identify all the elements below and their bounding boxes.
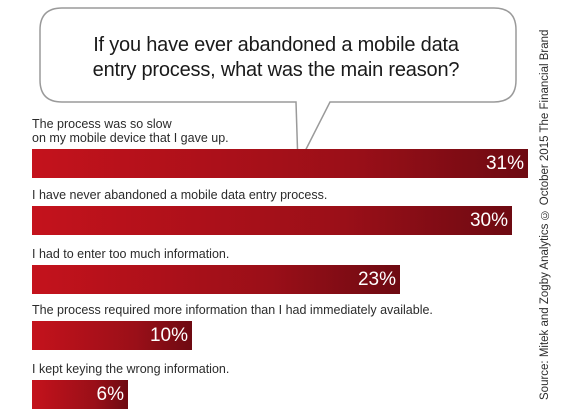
bar-label-5-line-1: I kept keying the wrong information. [32,362,230,376]
bar-5: 6% [32,380,128,409]
bar-label-2-line-1: I have never abandoned a mobile data ent… [32,188,328,202]
chart-title-line-2: entry process, what was the main reason? [92,59,460,81]
chart-title: If you have ever abandoned a mobile data… [58,33,494,83]
speech-bubble-outline [39,7,517,166]
bar-1: 31% [32,149,528,178]
bar-label-1-line-2: on my mobile device that I gave up. [32,131,229,145]
bar-2: 30% [32,206,512,235]
bar-value-label-4: 10% [149,325,188,346]
bar-value-label-3: 23% [357,269,396,290]
bar-label-2: I have never abandoned a mobile data ent… [32,188,327,202]
bar-label-3: I had to enter too much information. [32,247,229,261]
bar-value-label-5: 6% [96,384,124,405]
chart-title-line-1: If you have ever abandoned a mobile data [93,34,459,56]
bar-value-label-1: 31% [485,153,524,174]
bar-3: 23% [32,265,400,294]
bar-4: 10% [32,321,192,350]
bar-label-5: I kept keying the wrong information. [32,362,229,376]
bar-value-label-2: 30% [469,210,508,231]
bar-label-3-line-1: I had to enter too much information. [32,247,230,261]
bar-label-1: The process was so slow on my mobile devi… [32,117,229,145]
bar-label-4: The process required more information th… [32,303,433,317]
bar-label-4-line-1: The process required more information th… [32,303,433,317]
bar-label-1-line-1: The process was so slow [32,117,172,131]
source-credit: Source: Mitek and Zogby Analytics © Octo… [539,29,551,400]
